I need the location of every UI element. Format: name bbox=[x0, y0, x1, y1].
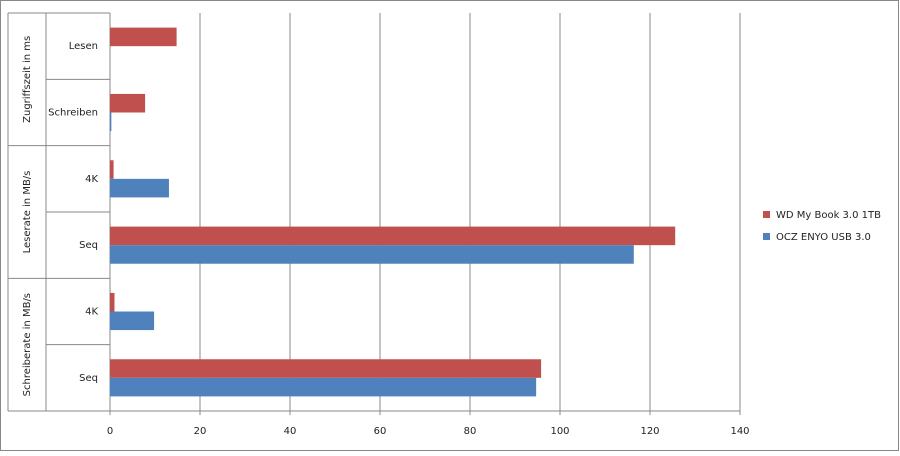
x-tick-label: 140 bbox=[730, 426, 749, 437]
bar bbox=[110, 377, 537, 397]
y-tick-label: 4K bbox=[85, 307, 98, 318]
y-tick-label: Lesen bbox=[69, 41, 98, 52]
group-label: Leserate in MB/s bbox=[22, 171, 33, 254]
legend-label: OCZ ENYO USB 3.0 bbox=[776, 232, 871, 243]
x-tick-label: 100 bbox=[550, 426, 569, 437]
bar bbox=[110, 112, 112, 132]
y-tick-label: Schreiben bbox=[48, 108, 98, 119]
y-tick-label: Seq bbox=[79, 373, 98, 384]
x-tick-label: 20 bbox=[194, 426, 207, 437]
legend-swatch bbox=[763, 233, 770, 240]
x-tick-label: 120 bbox=[640, 426, 659, 437]
group-label: Zugriffszeit in ms bbox=[22, 36, 33, 123]
y-tick-label: 4K bbox=[85, 174, 98, 185]
bar bbox=[110, 359, 542, 378]
bar bbox=[110, 311, 155, 331]
bar bbox=[110, 27, 177, 47]
bar bbox=[110, 292, 115, 312]
bar bbox=[110, 226, 676, 246]
bar bbox=[110, 245, 634, 264]
x-tick-label: 60 bbox=[374, 426, 387, 437]
x-tick-label: 40 bbox=[284, 426, 297, 437]
bar bbox=[110, 93, 146, 113]
legend-label: WD My Book 3.0 1TB bbox=[776, 210, 881, 221]
x-tick-label: 0 bbox=[107, 426, 113, 437]
bar bbox=[110, 178, 169, 198]
bar bbox=[110, 160, 114, 179]
legend-swatch bbox=[763, 211, 770, 218]
x-tick-label: 80 bbox=[464, 426, 477, 437]
group-label: Schreiberate in MB/s bbox=[22, 293, 33, 396]
y-tick-label: Seq bbox=[79, 240, 98, 251]
